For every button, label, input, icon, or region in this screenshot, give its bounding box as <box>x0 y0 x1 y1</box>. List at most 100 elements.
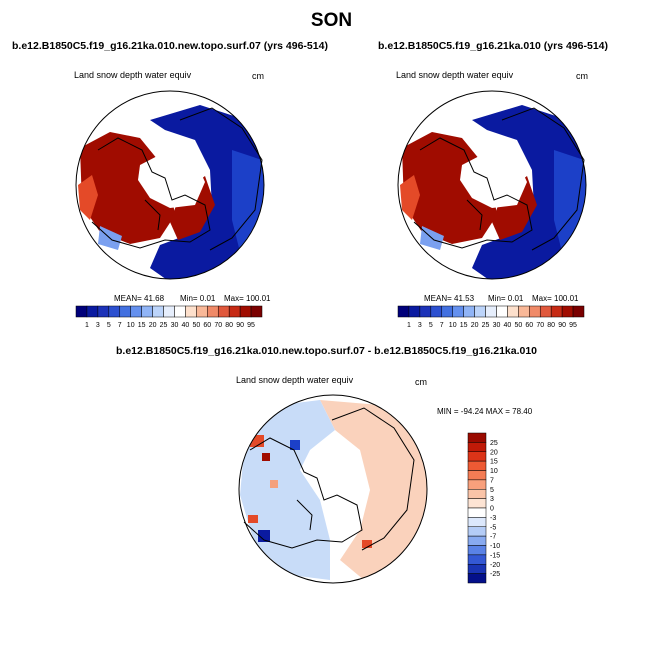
panel3-colorbar-tick-label: 25 <box>490 440 498 447</box>
panel2-colorbar-tick-label: 95 <box>569 322 577 329</box>
panel1-colorbar-swatch <box>217 305 230 318</box>
panel1-colorbar-swatch <box>75 305 88 318</box>
panel3-colorbar-swatch <box>467 489 487 499</box>
panel3-map-outline <box>238 394 428 584</box>
panel3-colorbar-tick-label: 20 <box>490 449 498 456</box>
panel2-colorbar-swatch <box>572 305 585 318</box>
panel2-colorbar-tick-label: 30 <box>493 322 501 329</box>
panel2-colorbar-swatch <box>463 305 475 318</box>
panel1-colorbar-swatch <box>185 305 197 318</box>
panel3-colorbar-tick-label: 5 <box>490 487 494 494</box>
panel3-colorbar-tick-label: 0 <box>490 506 494 513</box>
panel1-variable-label: Land snow depth water equiv <box>74 70 192 80</box>
panel1-colorbar-tick-label: 70 <box>214 322 222 329</box>
panel2-colorbar-swatch <box>518 305 530 318</box>
panel3-colorbar-swatch <box>467 535 487 546</box>
panel2-colorbar-tick-label: 80 <box>547 322 555 329</box>
panel1-colorbar-tick-label: 30 <box>171 322 179 329</box>
panel2-colorbar-tick-label: 25 <box>482 322 490 329</box>
panel1-max-stat: Max= 100.01 <box>224 294 271 303</box>
panel3-colorbar-swatch <box>467 526 487 537</box>
panel2-colorbar-swatch <box>408 305 421 318</box>
panel3-colorbar: 25 20 15 10 7 5 3 0 -3 -5 -7 -10 -15 -20 -25 <box>467 432 500 584</box>
panel3-colorbar-swatch <box>467 545 487 556</box>
panel1-colorbar: 1 3 5 7 10 15 20 25 30 40 50 60 70 80 90 95 <box>75 305 263 329</box>
panel1-colorbar-swatch <box>174 305 186 318</box>
panel2-coastlines <box>413 107 585 251</box>
panel2-fringe-snow <box>400 175 420 220</box>
panel1-mean-stat: MEAN= 41.68 <box>114 294 165 303</box>
panel2-colorbar-tick-label: 20 <box>471 322 479 329</box>
panel3-colorbar-tick-label: -15 <box>490 552 500 559</box>
panel3-colorbar-tick-label: 15 <box>490 459 498 466</box>
panel1-colorbar-tick-label: 5 <box>107 322 111 329</box>
panel3-colorbar-swatch <box>467 442 487 452</box>
panel3-colorbar-tick-label: -3 <box>490 515 496 522</box>
panel3-colorbar-swatch <box>467 507 487 518</box>
panel2-colorbar-swatch <box>441 305 453 318</box>
panel2-colorbar-tick-label: 40 <box>504 322 512 329</box>
panel3-diff-hotspot-c <box>290 440 300 450</box>
page-title: SON <box>310 10 353 31</box>
panel2-colorbar-tick-label: 3 <box>418 322 422 329</box>
panel1-colorbar-tick-label: 25 <box>160 322 168 329</box>
panel1-fringe-snow <box>78 175 98 220</box>
panel3-run-title: b.e12.B1850C5.f19_g16.21ka.010.new.topo.… <box>116 345 538 357</box>
panel1-colorbar-swatch <box>196 305 208 318</box>
panel1-colorbar-tick-label: 40 <box>182 322 190 329</box>
panel1-colorbar-swatch <box>86 305 99 318</box>
panel2-map <box>397 90 587 280</box>
panel3-colorbar-tick-label: -10 <box>490 543 500 550</box>
panel2-colorbar-swatch <box>550 305 563 318</box>
panel3-colorbar-tick-label: -7 <box>490 534 496 541</box>
panel1-coastlines <box>91 107 263 251</box>
panel1-colorbar-tick-label: 50 <box>192 322 200 329</box>
panel1-map <box>75 90 265 280</box>
panel2-colorbar-tick-label: 70 <box>536 322 544 329</box>
panel1-arctic-clear <box>138 152 205 208</box>
panel2-max-stat: Max= 100.01 <box>532 294 579 303</box>
panel1-colorbar-swatch <box>207 305 219 318</box>
panel3-colorbar-tick-label: -20 <box>490 562 500 569</box>
panel2-colorbar-swatch <box>452 305 464 318</box>
panel3-colorbar-swatch <box>467 479 487 490</box>
panel1-colorbar-swatch <box>152 305 164 318</box>
panel1-scandinavia-snow <box>170 176 215 240</box>
panel3-colorbar-tick-label: 7 <box>490 477 494 484</box>
panel2-colorbar-tick-label: 7 <box>440 322 444 329</box>
panel1-colorbar-swatch <box>108 305 121 318</box>
panel2-variable-label: Land snow depth water equiv <box>396 70 514 80</box>
panel1-colorbar-swatch <box>119 305 131 318</box>
panel2-east-edge-snow <box>554 150 586 252</box>
panel2-arctic-clear <box>460 152 527 208</box>
panel2-colorbar: 1 3 5 7 10 15 20 25 30 40 50 60 70 80 90 95 <box>397 305 585 329</box>
panel2-colorbar-swatch <box>397 305 410 318</box>
panel2-colorbar-swatch <box>485 305 497 318</box>
panel2-colorbar-tick-label: 15 <box>460 322 468 329</box>
panel3-positive-diff-region <box>320 400 427 583</box>
panel1-colorbar-tick-label: 95 <box>247 322 255 329</box>
panel1-colorbar-swatch <box>239 305 252 318</box>
panel3-colorbar-tick-label: -25 <box>490 571 500 578</box>
panel2-colorbar-swatch <box>539 305 552 318</box>
panel1-colorbar-tick-label: 3 <box>96 322 100 329</box>
panel2-mean-stat: MEAN= 41.53 <box>424 294 475 303</box>
panel3-diff-hotspot-b <box>262 453 270 461</box>
panel3-colorbar-tick-label: 10 <box>490 468 498 475</box>
panel1-colorbar-tick-label: 10 <box>127 322 135 329</box>
panel1-colorbar-tick-label: 1 <box>85 322 89 329</box>
panel1-colorbar-tick-label: 90 <box>236 322 244 329</box>
panel3-diff-hotspot-g <box>362 540 372 548</box>
panel1-colorbar-tick-label: 15 <box>138 322 146 329</box>
panel3-units-label: cm <box>415 377 427 387</box>
panel2-colorbar-swatch <box>419 305 432 318</box>
panel3-colorbar-swatch <box>467 451 487 462</box>
panel1-colorbar-swatch <box>250 305 263 318</box>
panel3-colorbar-tick-label: -5 <box>490 524 496 531</box>
panel1-colorbar-swatch <box>130 305 142 318</box>
panel1-map-outline <box>75 90 265 280</box>
panel3-colorbar-swatch <box>467 498 487 509</box>
panel1-colorbar-tick-label: 7 <box>118 322 122 329</box>
panel1-min-stat: Min= 0.01 <box>180 294 216 303</box>
